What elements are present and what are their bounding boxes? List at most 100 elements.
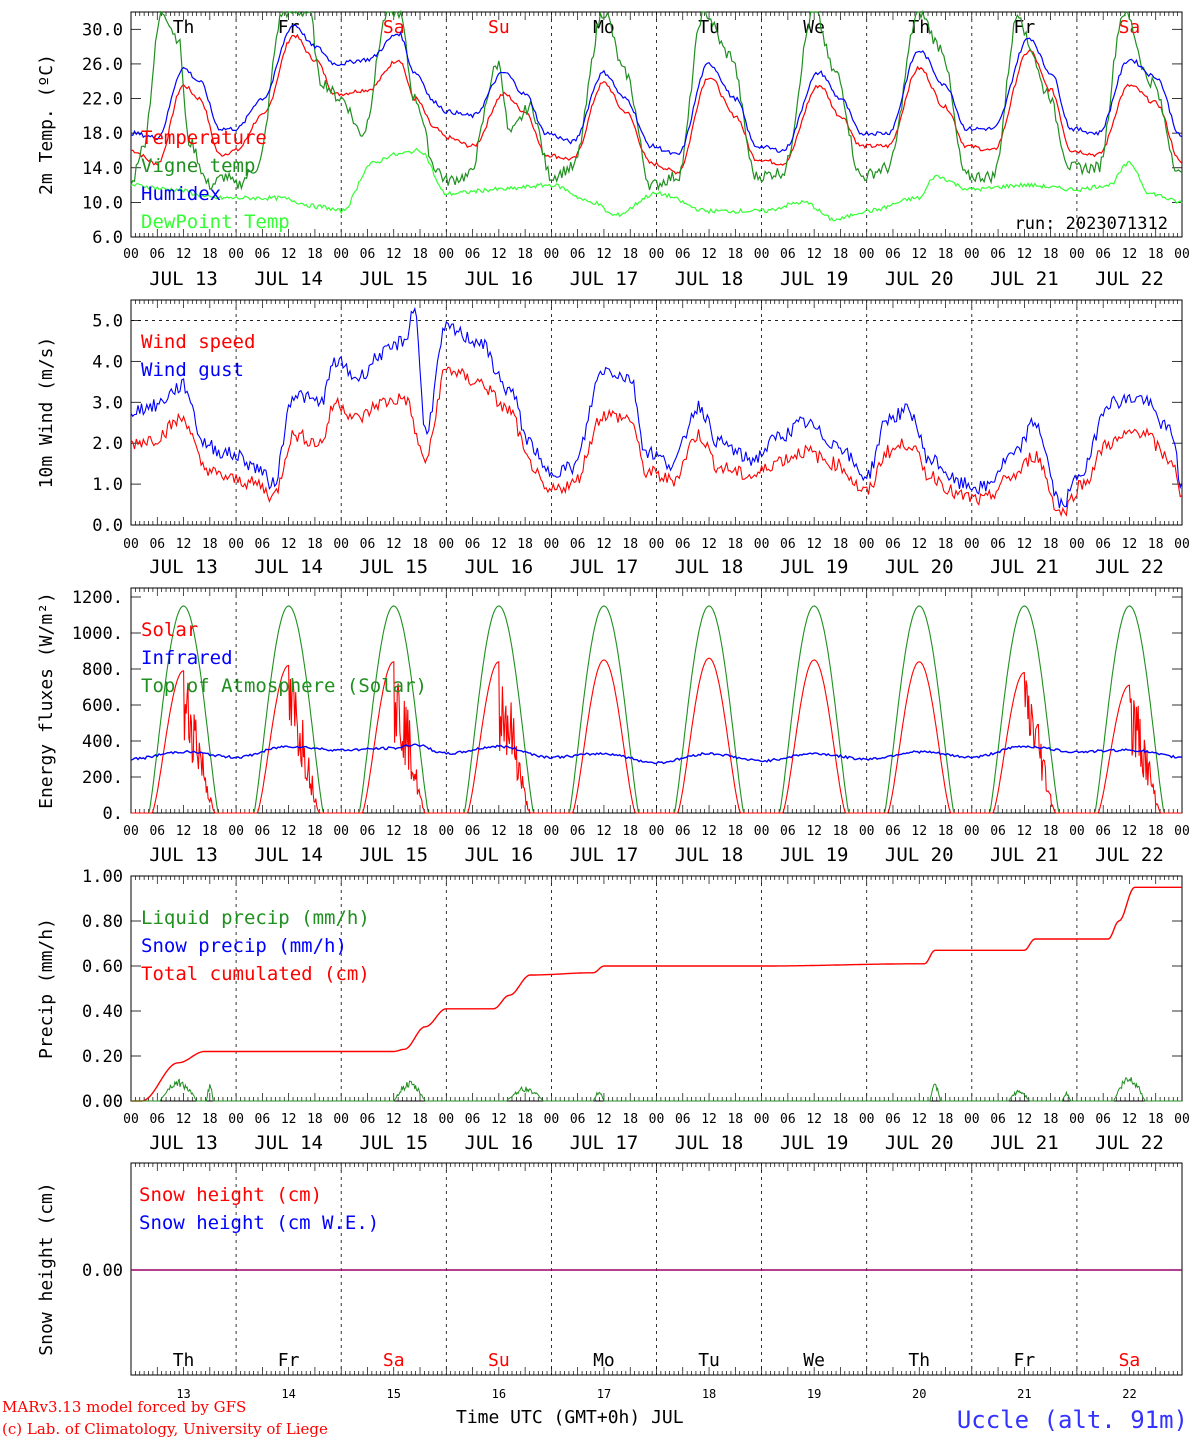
- day-number-label: 18: [702, 1387, 716, 1401]
- wind-panel-date-label: JUL 19: [780, 556, 849, 578]
- temp-panel-weekday-label: Sa: [1119, 17, 1141, 38]
- energy-panel-hour-label: 18: [833, 824, 849, 839]
- wind-panel-date-label: JUL 21: [990, 556, 1059, 578]
- snow-panel-weekday-label: Sa: [1119, 1350, 1141, 1371]
- temp-panel-hour-label: 12: [176, 247, 192, 262]
- precip-panel-hour-label: 06: [570, 1112, 586, 1127]
- energy-panel-hour-label: 06: [780, 824, 796, 839]
- precip-panel-hour-label: 06: [675, 1112, 691, 1127]
- precip-panel-hour-label: 12: [1122, 1112, 1138, 1127]
- day-number-label: 22: [1122, 1387, 1136, 1401]
- precip-panel-hour-label: 06: [885, 1112, 901, 1127]
- temp-panel-hour-label: 00: [123, 247, 139, 262]
- temp-panel-weekday-label: Sa: [383, 17, 405, 38]
- snow-panel-ytick-label: 0.00: [82, 1261, 123, 1281]
- wind-panel-hour-label: 00: [228, 537, 244, 552]
- wind-panel-date-label: JUL 14: [254, 556, 323, 578]
- precip-panel-hour-label: 12: [701, 1112, 717, 1127]
- snow-panel-legend-entry: Snow height (cm W.E.): [139, 1212, 379, 1234]
- energy-panel-ytick-label: 600.: [82, 696, 123, 716]
- energy-panel-hour-label: 00: [544, 824, 560, 839]
- precip-panel-hour-label: 18: [517, 1112, 533, 1127]
- precip-panel-hour-label: 00: [1174, 1112, 1190, 1127]
- wind-panel-hour-label: 12: [911, 537, 927, 552]
- energy-panel-date-label: JUL 19: [780, 844, 849, 866]
- temp-panel-weekday-label: Fr: [1014, 17, 1036, 38]
- wind-panel-date-label: JUL 16: [465, 556, 534, 578]
- energy-panel-hour-label: 18: [412, 824, 428, 839]
- wind-panel-hour-label: 00: [123, 537, 139, 552]
- temp-panel-hour-label: 18: [938, 247, 954, 262]
- temp-panel-hour-label: 00: [228, 247, 244, 262]
- wind-panel-hour-label: 00: [964, 537, 980, 552]
- wind-panel-hour-label: 12: [1122, 537, 1138, 552]
- energy-panel-date-label: JUL 20: [885, 844, 954, 866]
- precip-panel-hour-label: 00: [964, 1112, 980, 1127]
- temp-panel-hour-label: 12: [1017, 247, 1033, 262]
- wind-panel-date-label: JUL 17: [570, 556, 639, 578]
- wind-panel-hour-label: 18: [517, 537, 533, 552]
- wind-panel-hour-label: 12: [491, 537, 507, 552]
- run-label: run: 2023071312: [1014, 214, 1168, 234]
- energy-panel-hour-label: 00: [649, 824, 665, 839]
- precip-panel-hour-label: 00: [859, 1112, 875, 1127]
- precip-panel-hour-label: 00: [544, 1112, 560, 1127]
- temp-panel-hour-label: 00: [964, 247, 980, 262]
- snow-panel-weekday-label: Th: [908, 1350, 930, 1371]
- energy-panel-ytick-label: 1000.: [72, 624, 123, 644]
- wind-panel-hour-label: 00: [1174, 537, 1190, 552]
- temp-panel-hour-label: 18: [1148, 247, 1164, 262]
- wind-panel-hour-label: 18: [1148, 537, 1164, 552]
- wind-panel-date-label: JUL 13: [149, 556, 218, 578]
- snow-panel-weekday-label: Fr: [1014, 1350, 1036, 1371]
- energy-panel-hour-label: 06: [570, 824, 586, 839]
- temp-panel-hour-label: 06: [465, 247, 481, 262]
- energy-panel-hour-label: 06: [1095, 824, 1111, 839]
- precip-panel-legend-entry: Snow precip (mm/h): [141, 935, 347, 957]
- temp-panel-hour-label: 00: [1174, 247, 1190, 262]
- precip-panel-ytick-label: 0.40: [82, 1002, 123, 1022]
- snow-panel-ylabel: Snow height (cm): [36, 1182, 57, 1355]
- energy-panel-date-label: JUL 16: [465, 844, 534, 866]
- energy-panel-date-label: JUL 18: [675, 844, 744, 866]
- temp-panel-hour-label: 06: [570, 247, 586, 262]
- precip-panel-hour-label: 00: [438, 1112, 454, 1127]
- energy-panel-hour-label: 00: [1069, 824, 1085, 839]
- precip-panel-hour-label: 18: [1043, 1112, 1059, 1127]
- wind-panel-hour-label: 06: [885, 537, 901, 552]
- temp-panel-legend-entry: Temperature: [141, 127, 267, 149]
- temp-panel-date-label: JUL 21: [990, 268, 1059, 290]
- temp-series-humidex: [130, 24, 1183, 156]
- snow-panel-weekday-label: Sa: [383, 1350, 405, 1371]
- temp-series-temperature: [130, 33, 1183, 175]
- energy-panel-hour-label: 12: [1017, 824, 1033, 839]
- precip-panel-ytick-label: 1.00: [82, 867, 123, 887]
- energy-panel-hour-label: 18: [202, 824, 218, 839]
- credit-line-2: (c) Lab. of Climatology, University of L…: [2, 1420, 328, 1438]
- day-number-label: 14: [281, 1387, 295, 1401]
- precip-panel-hour-label: 12: [911, 1112, 927, 1127]
- temp-panel-date-label: JUL 14: [254, 268, 323, 290]
- wind-panel-hour-label: 18: [1043, 537, 1059, 552]
- wind-panel-ytick-label: 5.0: [92, 311, 123, 331]
- wind-panel-hour-label: 12: [806, 537, 822, 552]
- energy-panel-hour-label: 18: [1043, 824, 1059, 839]
- temp-panel-ytick-label: 30.0: [82, 20, 123, 40]
- energy-panel-hour-label: 00: [859, 824, 875, 839]
- wind-panel-date-label: JUL 18: [675, 556, 744, 578]
- energy-panel-hour-label: 00: [1174, 824, 1190, 839]
- wind-panel-hour-label: 00: [754, 537, 770, 552]
- temp-panel-hour-label: 00: [544, 247, 560, 262]
- wind-panel-hour-label: 06: [149, 537, 165, 552]
- wind-panel-hour-label: 18: [202, 537, 218, 552]
- precip-panel-ytick-label: 0.00: [82, 1092, 123, 1112]
- precip-panel-date-label: JUL 20: [885, 1132, 954, 1154]
- precip-panel-ytick-label: 0.20: [82, 1047, 123, 1067]
- temp-panel-date-label: JUL 13: [149, 268, 218, 290]
- temp-panel-hour-label: 12: [1122, 247, 1138, 262]
- precip-panel-date-label: JUL 13: [149, 1132, 218, 1154]
- temp-panel-hour-label: 00: [754, 247, 770, 262]
- temp-panel-date-label: JUL 15: [359, 268, 428, 290]
- precip-panel-date-label: JUL 14: [254, 1132, 323, 1154]
- precip-panel-hour-label: 12: [806, 1112, 822, 1127]
